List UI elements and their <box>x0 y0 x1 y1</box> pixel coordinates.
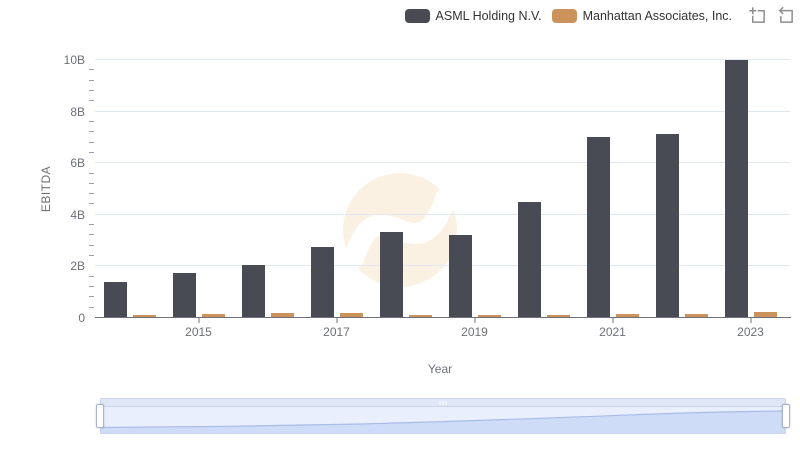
y-tick-label: 4B <box>70 207 85 222</box>
y-tick-label: 10B <box>63 53 85 67</box>
gridline <box>95 162 790 164</box>
bar-2018[interactable] <box>379 231 403 318</box>
bar-group-2018 <box>371 60 440 318</box>
x-tick <box>750 318 751 323</box>
y-tick-label: 0 <box>78 311 85 325</box>
x-tick <box>198 318 199 323</box>
data-zoom-grip-icon <box>439 401 447 405</box>
bar-2017[interactable] <box>339 312 363 318</box>
legend: ASML Holding N.V. Manhattan Associates, … <box>404 8 732 23</box>
restore-icon[interactable] <box>776 6 795 25</box>
x-tick-label: 2019 <box>461 325 488 339</box>
y-minor-tick <box>89 193 94 195</box>
x-tick-label: 2015 <box>185 325 212 339</box>
legend-item-asml[interactable]: ASML Holding N.V. <box>404 8 542 23</box>
legend-label-asml: ASML Holding N.V. <box>435 8 542 23</box>
plot-area: 0 2B 4B 6B 8B 10B 2015 2017 2019 2021 2023 <box>64 54 791 339</box>
y-minor-tick <box>89 89 94 91</box>
y-minor-tick <box>89 141 94 143</box>
bar-2015[interactable] <box>172 272 196 318</box>
y-minor-tick <box>89 79 94 81</box>
chart-toolbox <box>746 6 795 25</box>
x-tick-label: 2017 <box>323 325 350 339</box>
bar-2014[interactable] <box>132 314 156 318</box>
gridline <box>95 213 790 215</box>
bar-group-2015 <box>164 60 233 318</box>
y-minor-tick <box>89 255 94 257</box>
y-minor-tick <box>89 306 94 308</box>
y-minor-tick <box>89 275 94 277</box>
y-minor-tick <box>89 224 94 226</box>
bar-2020[interactable] <box>546 314 570 318</box>
x-tick <box>612 318 613 323</box>
data-zoom-area-chart <box>101 410 785 433</box>
gridline <box>95 265 790 267</box>
bar-group-2014 <box>95 60 164 318</box>
y-minor-tick <box>89 120 94 122</box>
x-tick <box>336 318 337 323</box>
data-zoom-right-handle[interactable] <box>782 404 790 428</box>
watermark-logo <box>343 173 457 287</box>
data-zoom-drag-bar[interactable] <box>100 398 786 406</box>
bar-2021[interactable] <box>586 137 610 318</box>
bar-2019[interactable] <box>448 235 472 318</box>
bar-2022[interactable] <box>655 133 679 318</box>
data-zoom-left-handle[interactable] <box>96 404 104 428</box>
bar-2018[interactable] <box>408 314 432 318</box>
y-tick-label: 2B <box>70 259 85 274</box>
bar-group-2020 <box>509 60 578 318</box>
bar-group-2016 <box>233 60 302 318</box>
bar-2019[interactable] <box>477 314 501 318</box>
y-minor-tick <box>89 182 94 184</box>
bar-2021[interactable] <box>615 314 639 318</box>
y-minor-tick <box>89 151 94 153</box>
bar-2014[interactable] <box>103 281 127 318</box>
legend-label-manhattan: Manhattan Associates, Inc. <box>582 8 732 23</box>
bar-group-2019 <box>440 60 509 318</box>
y-minor-tick <box>89 286 94 288</box>
y-minor-tick <box>89 244 94 246</box>
legend-swatch-manhattan <box>551 8 577 23</box>
legend-swatch-asml <box>404 8 430 23</box>
y-minor-tick <box>89 131 94 133</box>
bar-group-2022 <box>647 60 716 318</box>
box-zoom-icon[interactable] <box>748 6 767 25</box>
x-tick-label: 2021 <box>599 325 626 339</box>
bar-2023[interactable] <box>753 311 777 318</box>
data-zoom-track[interactable] <box>100 406 786 434</box>
bar-group-2023 <box>716 60 785 318</box>
bar-group-2017 <box>302 60 371 318</box>
y-minor-tick <box>89 172 94 174</box>
y-minor-tick <box>89 296 94 298</box>
y-minor-tick <box>89 203 94 205</box>
y-minor-tick <box>89 69 94 71</box>
bar-2015[interactable] <box>201 313 225 318</box>
bar-groups <box>95 60 785 318</box>
bar-2022[interactable] <box>684 313 708 318</box>
x-axis-title: Year <box>427 362 453 376</box>
bar-2020[interactable] <box>517 201 541 318</box>
bar-2016[interactable] <box>270 312 294 318</box>
y-minor-tick <box>89 100 94 102</box>
gridline <box>95 110 790 112</box>
bar-2016[interactable] <box>241 265 265 318</box>
y-tick-label: 6B <box>70 156 85 171</box>
legend-row: ASML Holding N.V. Manhattan Associates, … <box>404 6 795 25</box>
x-tick-label: 2023 <box>737 325 764 339</box>
bar-group-2021 <box>578 60 647 318</box>
gridline <box>95 59 790 60</box>
x-tick <box>474 318 475 323</box>
legend-item-manhattan[interactable]: Manhattan Associates, Inc. <box>551 8 732 23</box>
data-zoom-slider[interactable] <box>96 398 790 434</box>
x-axis-line <box>95 317 791 318</box>
y-tick-label: 8B <box>70 104 85 119</box>
bar-2017[interactable] <box>310 247 334 318</box>
y-minor-tick <box>89 234 94 236</box>
y-axis-title: EBITDA <box>39 165 53 213</box>
bar-2023[interactable] <box>724 60 748 318</box>
